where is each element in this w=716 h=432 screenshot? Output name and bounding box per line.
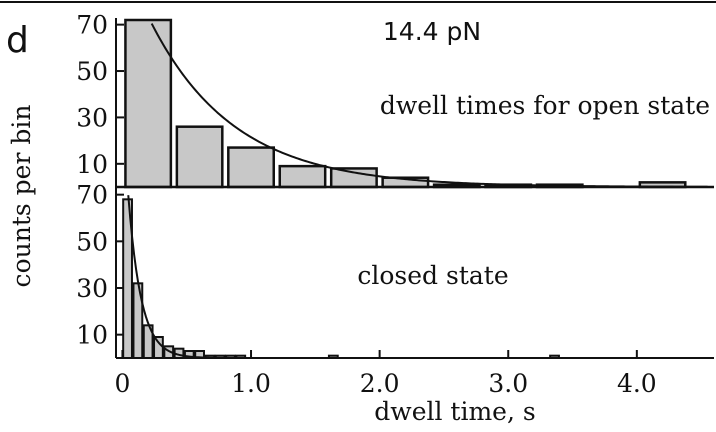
open-state-y-tick-label: 70 — [76, 11, 108, 40]
open-state-bar — [175, 125, 224, 189]
closed-state-y-tick-label: 50 — [76, 227, 108, 256]
x-tick-label: 1.0 — [231, 369, 271, 398]
open-state-bar — [227, 146, 275, 189]
x-axis-label: dwell time, s — [374, 397, 535, 426]
open-state-y-tick-label: 30 — [76, 103, 108, 132]
x-tick-label: 2.0 — [360, 369, 400, 398]
closed-state-y-tick-label: 70 — [76, 181, 108, 210]
closed-state-bar — [153, 336, 164, 359]
x-axis-ticks: 0 1.0 2.0 3.0 4.0 — [114, 350, 657, 398]
closed-state-bars — [122, 198, 560, 360]
open-state-y-ticks: 10 30 50 70 — [76, 11, 124, 179]
open-state-bar — [329, 167, 378, 189]
open-state-annotation: dwell times for open state — [380, 91, 710, 120]
x-tick-label: 3.0 — [488, 369, 528, 398]
closed-state-y-ticks: 10 30 50 70 — [76, 181, 124, 350]
open-state-bar — [278, 164, 327, 189]
open-state-y-tick-label: 10 — [76, 150, 108, 179]
panel-closed-state: 10 30 50 70 closed state — [76, 181, 708, 360]
axes-frame — [115, 18, 714, 359]
x-tick-label: 4.0 — [617, 369, 657, 398]
closed-state-y-tick-label: 30 — [76, 274, 108, 303]
closed-state-y-tick-label: 10 — [76, 321, 108, 350]
panel-letter: d — [6, 20, 29, 61]
y-axis-label: counts per bin — [7, 105, 36, 288]
closed-state-annotation: closed state — [357, 261, 508, 290]
open-state-y-tick-label: 50 — [76, 57, 108, 86]
force-label: 14.4 pN — [383, 17, 481, 46]
x-tick-label: 0 — [114, 369, 130, 398]
